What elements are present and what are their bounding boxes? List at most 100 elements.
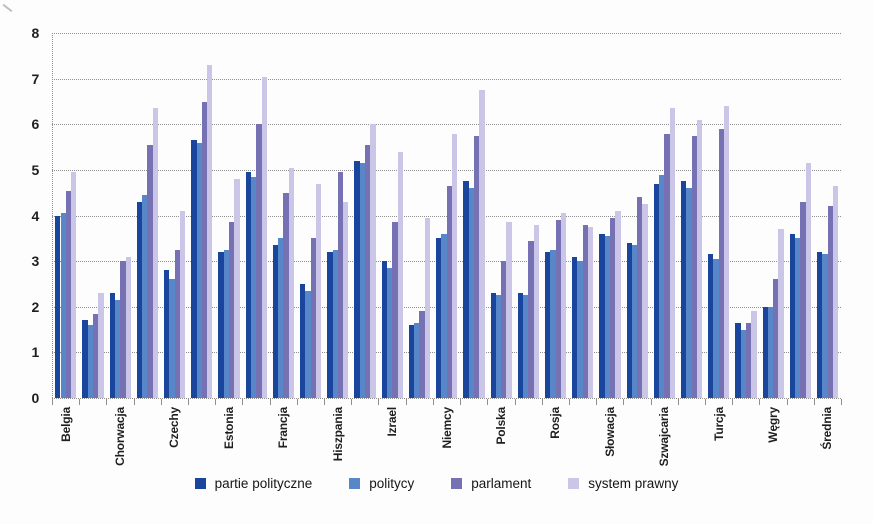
x-axis-tick: [677, 399, 679, 405]
bar-system-prawny: [71, 172, 77, 398]
bar-system-prawny: [832, 185, 839, 398]
x-axis-label: Niemcy: [439, 407, 454, 449]
bar-partie-polityczne: [463, 181, 469, 398]
bar-partie-polityczne: [327, 252, 333, 398]
x-axis-tick: [432, 399, 434, 405]
legend-label: system prawny: [588, 476, 679, 491]
y-axis-label-8: 8: [31, 25, 40, 42]
bar-system-prawny: [207, 65, 213, 398]
bar-politycy: [142, 195, 148, 398]
bar-partie-polityczne: [680, 181, 687, 398]
x-axis-tick: [704, 399, 706, 405]
x-axis-label: Turcja: [711, 407, 726, 441]
x-axis-tick: [514, 399, 516, 405]
bar-politycy: [495, 295, 502, 398]
bar-system-prawny: [288, 167, 295, 398]
x-axis-tick: [242, 399, 244, 405]
bar-system-prawny: [778, 229, 784, 398]
x-axis-tick: [106, 399, 108, 405]
y-axis-label-7: 7: [31, 70, 40, 87]
bar-system-prawny: [479, 90, 485, 398]
bar-partie-polityczne: [354, 160, 360, 398]
bar-partie-polityczne: [816, 252, 823, 398]
x-axis-tick: [650, 399, 652, 405]
bar-politycy: [60, 213, 66, 398]
bar-parlament: [310, 238, 316, 398]
bar-parlament: [365, 144, 371, 398]
x-axis-tick: [732, 399, 734, 405]
bar-parlament: [174, 249, 180, 398]
legend-item: system prawny: [568, 476, 678, 491]
bar-parlament: [120, 261, 126, 398]
y-axis-label-3: 3: [31, 253, 40, 270]
bar-parlament: [283, 192, 289, 398]
x-axis-label: Szwajcaria: [657, 407, 672, 467]
legend-item: politycy: [349, 476, 414, 491]
gridline-7: [52, 78, 841, 80]
bar-partie-polityczne: [599, 233, 605, 398]
bar-politycy: [468, 188, 474, 398]
y-axis-label-0: 0: [31, 390, 40, 406]
bar-politycy: [713, 258, 719, 398]
bar-parlament: [664, 133, 670, 398]
bar-parlament: [773, 279, 779, 398]
x-axis-tick: [541, 399, 543, 405]
x-axis-tick: [813, 399, 815, 405]
bar-parlament: [501, 261, 507, 398]
legend-swatch-icon: [349, 478, 361, 489]
bar-politycy: [441, 233, 447, 398]
bar-partie-polityczne: [164, 270, 170, 398]
bar-parlament: [337, 172, 344, 398]
gridline-4: [52, 215, 841, 217]
bar-partie-polityczne: [245, 172, 251, 398]
bar-politycy: [414, 322, 420, 398]
x-axis-tick: [79, 399, 81, 405]
bar-parlament: [555, 220, 561, 398]
bar-system-prawny: [588, 227, 594, 398]
bar-politycy: [332, 249, 338, 398]
x-axis-tick: [759, 399, 761, 405]
x-axis-tick: [133, 399, 135, 405]
bar-system-prawny: [533, 224, 539, 398]
x-axis-label: Słowacja: [602, 407, 617, 457]
bar-partie-polityczne: [381, 261, 387, 398]
gridline-8: [52, 33, 841, 35]
bar-partie-polityczne: [653, 183, 660, 398]
x-axis-tick: [188, 399, 190, 405]
bar-politycy: [686, 188, 692, 398]
legend-label: partie polityczne: [214, 476, 313, 491]
bar-partie-polityczne: [735, 322, 741, 398]
bar-parlament: [256, 124, 262, 398]
y-axis-line: [52, 33, 53, 404]
bar-parlament: [446, 185, 452, 398]
bar-politycy: [822, 254, 828, 398]
bar-parlament: [800, 201, 806, 398]
bar-parlament: [229, 222, 235, 398]
bar-partie-polityczne: [544, 252, 551, 398]
bar-partie-polityczne: [136, 201, 143, 398]
bar-system-prawny: [615, 211, 621, 398]
bar-system-prawny: [234, 179, 240, 398]
bar-system-prawny: [696, 119, 703, 398]
bar-system-prawny: [805, 163, 811, 398]
y-axis-label-2: 2: [31, 298, 40, 315]
bar-system-prawny: [261, 76, 267, 398]
bar-parlament: [93, 313, 99, 398]
bar-system-prawny: [397, 151, 403, 398]
legend-swatch-icon: [194, 478, 206, 489]
bar-partie-polityczne: [490, 293, 496, 398]
bar-politycy: [169, 279, 175, 398]
bar-partie-polityczne: [300, 284, 306, 398]
x-axis-label: Rosja: [548, 407, 563, 439]
legend-label: politycy: [369, 476, 415, 491]
bar-politycy: [196, 142, 202, 398]
bar-system-prawny: [724, 106, 730, 398]
x-axis-label: Francja: [276, 407, 291, 449]
bar-parlament: [201, 101, 208, 398]
bar-politycy: [523, 295, 529, 398]
bar-system-prawny: [669, 108, 675, 398]
x-axis-tick: [296, 399, 298, 405]
y-axis-label-5: 5: [31, 162, 40, 178]
bar-parlament: [392, 222, 398, 398]
bar-partie-polityczne: [408, 325, 415, 398]
